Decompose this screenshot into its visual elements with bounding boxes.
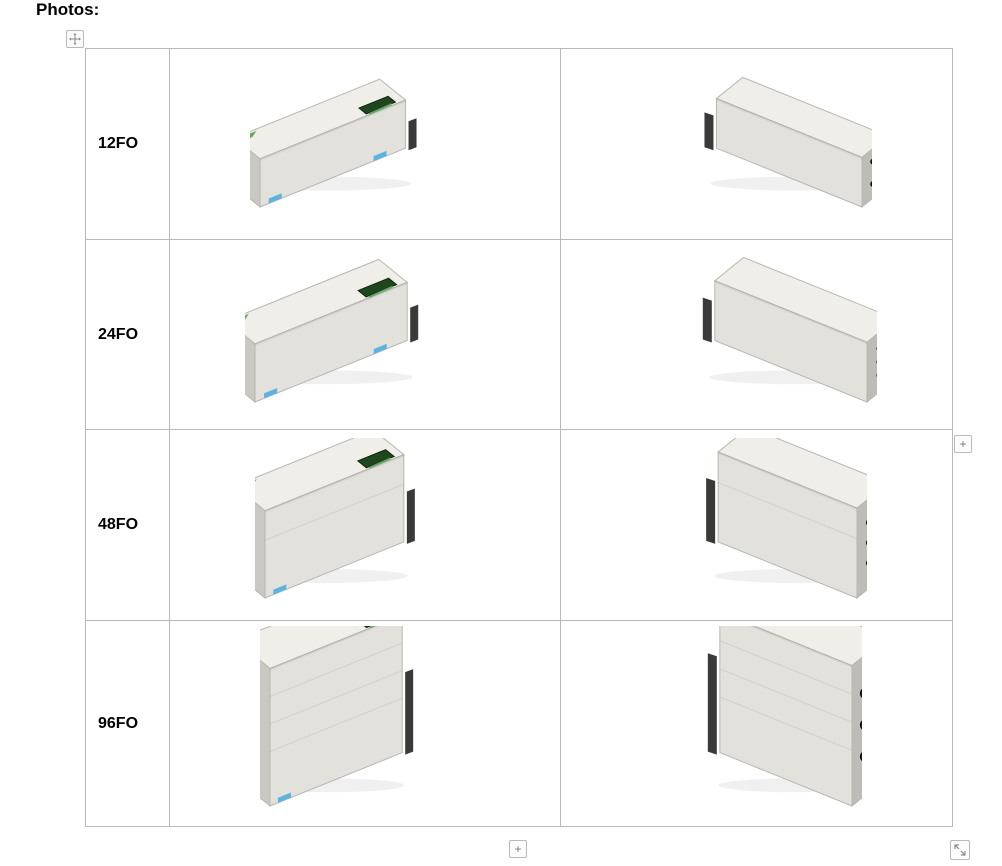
image-cell [169,240,561,430]
row-label-cell: 48FO [86,430,170,621]
image-cell [561,49,953,240]
row-label-cell: 96FO [86,621,170,827]
section-title: Photos: [36,0,99,20]
device-front-left [250,67,480,217]
image-cell [561,621,953,827]
photos-table: 12FO 24FO 48FO 96FO [85,48,953,827]
row-label: 24FO [98,326,138,343]
plus-icon: + [514,842,521,856]
move-icon [69,33,81,45]
device-back-right [652,626,862,816]
row-label: 96FO [98,715,138,732]
image-cell [169,430,561,621]
table-row: 96FO [86,621,953,827]
image-cell [561,240,953,430]
page: Photos: 12FO 24FO 48FO 96FO + + [0,0,1002,866]
table-row: 24FO [86,240,953,430]
table-row: 48FO [86,430,953,621]
image-cell [169,621,561,827]
device-back-right [647,438,867,608]
table-move-handle[interactable] [66,30,84,48]
image-cell [169,49,561,240]
add-column-button[interactable]: + [954,435,972,453]
expand-icon [954,844,966,856]
row-label-cell: 24FO [86,240,170,430]
add-row-button[interactable]: + [509,840,527,858]
device-front-left [260,626,470,816]
row-label-cell: 12FO [86,49,170,240]
row-label: 12FO [98,135,138,152]
device-front-left [245,252,485,412]
device-front-left [255,438,475,608]
device-back-right [637,252,877,412]
table-row: 12FO [86,49,953,240]
row-label: 48FO [98,516,138,533]
device-back-right [642,67,872,217]
table-expand-button[interactable] [950,840,970,860]
plus-icon: + [959,437,966,451]
photos-tbody: 12FO 24FO 48FO 96FO [86,49,953,827]
image-cell [561,430,953,621]
